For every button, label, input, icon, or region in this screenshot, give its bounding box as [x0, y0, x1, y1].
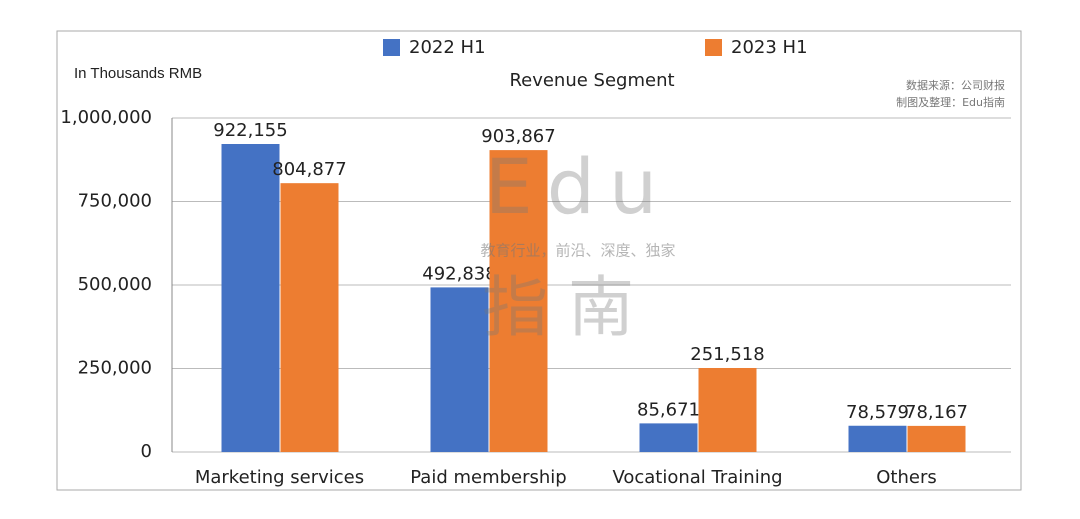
value-label: 78,167 — [905, 402, 968, 423]
bar — [430, 287, 489, 452]
watermark: 教育行业，前沿、深度、独家 — [480, 242, 675, 260]
value-label: 78,579 — [846, 402, 909, 423]
bar — [848, 425, 907, 452]
y-axis-label: In Thousands RMB — [74, 65, 202, 82]
bar — [698, 367, 757, 452]
y-tick-label: 250,000 — [78, 358, 152, 379]
legend-swatch — [705, 39, 722, 56]
bar — [907, 425, 966, 452]
value-label: 804,877 — [272, 159, 346, 180]
source-note: 数据来源：公司财报 — [906, 78, 1005, 92]
legend-label: 2023 H1 — [731, 37, 808, 58]
x-tick-label: Paid membership — [410, 467, 566, 488]
watermark: Edu — [485, 142, 671, 231]
legend-swatch — [383, 39, 400, 56]
value-label: 492,838 — [422, 263, 496, 284]
bar — [639, 423, 698, 452]
bar — [489, 150, 548, 452]
value-label: 85,671 — [637, 399, 700, 420]
y-tick-label: 0 — [141, 441, 152, 462]
y-tick-label: 500,000 — [78, 274, 152, 295]
legend-label: 2022 H1 — [409, 37, 486, 58]
bar — [221, 144, 280, 452]
value-label: 922,155 — [213, 120, 287, 141]
watermark: 指南 — [482, 269, 654, 346]
value-label: 251,518 — [690, 344, 764, 365]
x-tick-label: Others — [876, 467, 937, 488]
y-tick-label: 1,000,000 — [60, 107, 152, 128]
source-note: 制图及整理：Edu指南 — [896, 95, 1005, 109]
x-tick-label: Marketing services — [195, 467, 364, 488]
chart-title: Revenue Segment — [509, 70, 674, 91]
bar — [280, 183, 339, 452]
x-tick-label: Vocational Training — [612, 467, 782, 488]
y-tick-label: 750,000 — [78, 191, 152, 212]
value-label: 903,867 — [481, 126, 555, 147]
